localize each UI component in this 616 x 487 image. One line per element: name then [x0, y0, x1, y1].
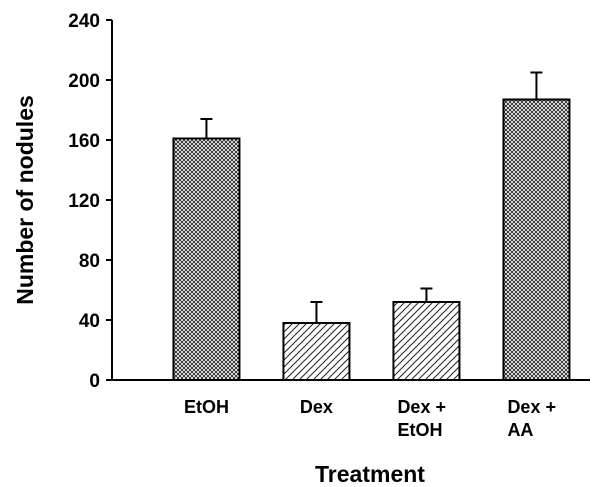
x-tick-label: Dex + AA	[507, 397, 556, 440]
y-tick-label: 40	[79, 311, 100, 332]
x-tick-label: Dex + EtOH	[397, 397, 446, 440]
x-tick-label: EtOH	[184, 397, 229, 417]
y-axis-title: Number of nodules	[12, 95, 38, 305]
x-axis-title: Treatment	[315, 461, 425, 487]
bar	[172, 137, 241, 381]
y-tick-label: 200	[68, 71, 100, 92]
x-tick-label: Dex	[300, 397, 333, 417]
labels-layer: 0 40 80 120 160 200 240 EtOH Dex Dex + EtOH Dex + AA	[68, 11, 556, 440]
y-tick-label: 160	[68, 131, 100, 152]
y-tick-label: 240	[68, 11, 100, 32]
bars-layer	[172, 71, 571, 381]
y-tick-label: 0	[89, 371, 100, 392]
y-tick-label: 120	[68, 191, 100, 212]
bar	[502, 98, 571, 381]
y-tick-label: 80	[79, 251, 100, 272]
bar	[282, 322, 351, 381]
bar	[392, 301, 461, 381]
